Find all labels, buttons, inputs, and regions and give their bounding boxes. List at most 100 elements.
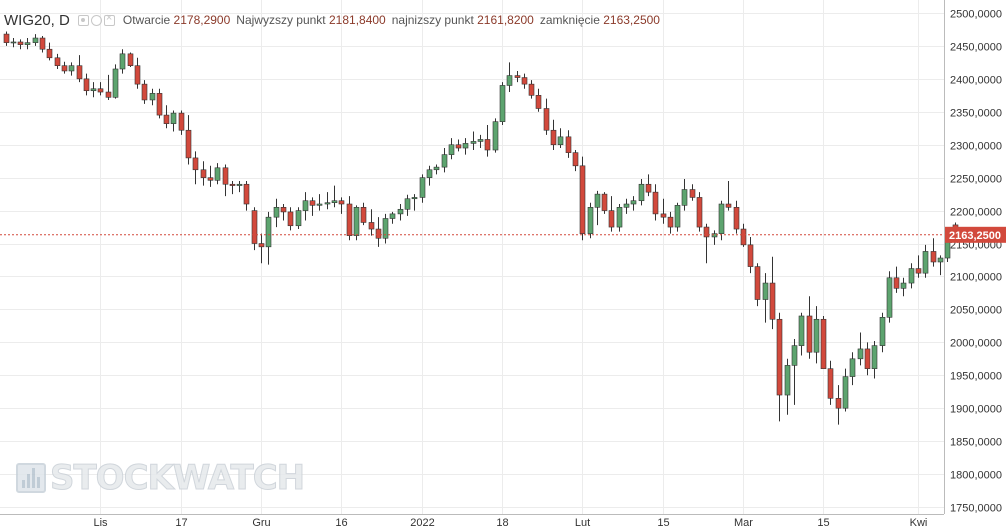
candle-body (718, 203, 725, 234)
candle-down (769, 256, 776, 330)
candle-body (39, 37, 46, 50)
candle-body (455, 144, 462, 149)
candle-up (937, 255, 944, 276)
candle-body (477, 139, 484, 142)
candle-body (762, 282, 769, 300)
stockwatch-logo: STOCKWATCH (16, 458, 306, 499)
candle-body (382, 218, 389, 239)
candle-body (273, 207, 280, 218)
candle-body (579, 165, 586, 234)
candle-up (295, 207, 302, 230)
x-tick-label: Lis (93, 517, 108, 529)
candle-body (448, 144, 455, 155)
candle-body (638, 183, 645, 202)
candle-down (521, 73, 528, 89)
close-icon[interactable] (103, 12, 115, 26)
candle-body (791, 345, 798, 366)
candle-body (214, 167, 221, 181)
candle-down (535, 88, 542, 112)
candle-body (886, 277, 893, 318)
y-tick-label: 2400,0000 (950, 75, 1002, 87)
candle-down (229, 180, 236, 195)
candle-body (295, 210, 302, 227)
candle-up (813, 306, 820, 364)
candle-up (492, 118, 499, 153)
candle-body (426, 169, 433, 178)
candle-down (375, 217, 382, 247)
candle-body (484, 139, 491, 151)
candle-down (251, 207, 258, 251)
candle-body (462, 143, 469, 149)
candle-body (652, 191, 659, 215)
y-tick-label: 2350,0000 (950, 108, 1002, 120)
symbol-label[interactable]: WIG20, D (4, 11, 70, 29)
candle-body (258, 243, 265, 248)
candle-up (149, 88, 156, 106)
candle-down (893, 266, 900, 293)
candle-up (236, 180, 243, 193)
open-readout: Otwarcie 2178,2900 (123, 13, 230, 27)
candle-body (360, 207, 367, 223)
candle-body (930, 251, 937, 263)
candle-down (338, 197, 345, 214)
candle-up (477, 134, 484, 149)
candle-body (287, 211, 294, 227)
candle-down (747, 236, 754, 274)
candle-down (141, 80, 148, 104)
candle-down (703, 223, 710, 264)
x-tick-label: 18 (496, 517, 508, 529)
y-tick-label: 2200,0000 (950, 207, 1002, 219)
x-tick-label: Mar (734, 517, 753, 529)
y-tick-label: 1950,0000 (950, 371, 1002, 383)
candle-down (514, 70, 521, 83)
candle-down (17, 39, 24, 50)
settings-icon[interactable] (90, 14, 102, 26)
candle-body (309, 200, 316, 206)
candle-down (39, 36, 46, 53)
candle-body (842, 376, 849, 409)
candle-body (433, 166, 440, 171)
candle-body (470, 141, 477, 144)
candle-up (674, 202, 681, 232)
candle-down (827, 360, 834, 405)
candle-down (572, 150, 579, 172)
candle-body (316, 203, 323, 206)
candle-up (886, 271, 893, 323)
candle-up (499, 82, 506, 125)
candle-up (681, 178, 688, 211)
candle-body (754, 266, 761, 300)
candle-down (368, 209, 375, 236)
candle-down (185, 115, 192, 165)
candle-down (864, 342, 871, 376)
price-axis: 1750,0000 1800,0000 1850,0000 1900,0000 1950… (944, 0, 1002, 515)
candle-down (54, 53, 61, 69)
x-tick-label: Kwi (910, 517, 928, 529)
candle-up (448, 138, 455, 160)
candle-down (207, 165, 214, 187)
candle-body (10, 41, 17, 44)
candle-down (280, 204, 287, 221)
eye-icon[interactable] (77, 14, 89, 26)
candle-body (725, 203, 732, 208)
candle-down (754, 263, 761, 307)
candle-body (54, 57, 61, 66)
last-price-label: 2163,2500 (949, 230, 1001, 242)
candle-body (324, 202, 331, 205)
candle-body (134, 65, 141, 85)
candle-body (674, 205, 681, 228)
candle-up (506, 62, 513, 93)
candle-up (616, 204, 623, 232)
candle-body (76, 65, 83, 80)
candle-down (97, 82, 104, 96)
candle-down (579, 156, 586, 241)
candle-up (433, 164, 440, 175)
candle-down (550, 119, 557, 151)
candle-body (302, 200, 309, 211)
candle-body (97, 88, 104, 93)
candle-body (506, 75, 513, 86)
candle-body (572, 152, 579, 167)
y-tick-label: 1850,0000 (950, 437, 1002, 449)
candle-body (68, 65, 75, 72)
candle-up (900, 277, 907, 297)
candle-body (207, 177, 214, 181)
